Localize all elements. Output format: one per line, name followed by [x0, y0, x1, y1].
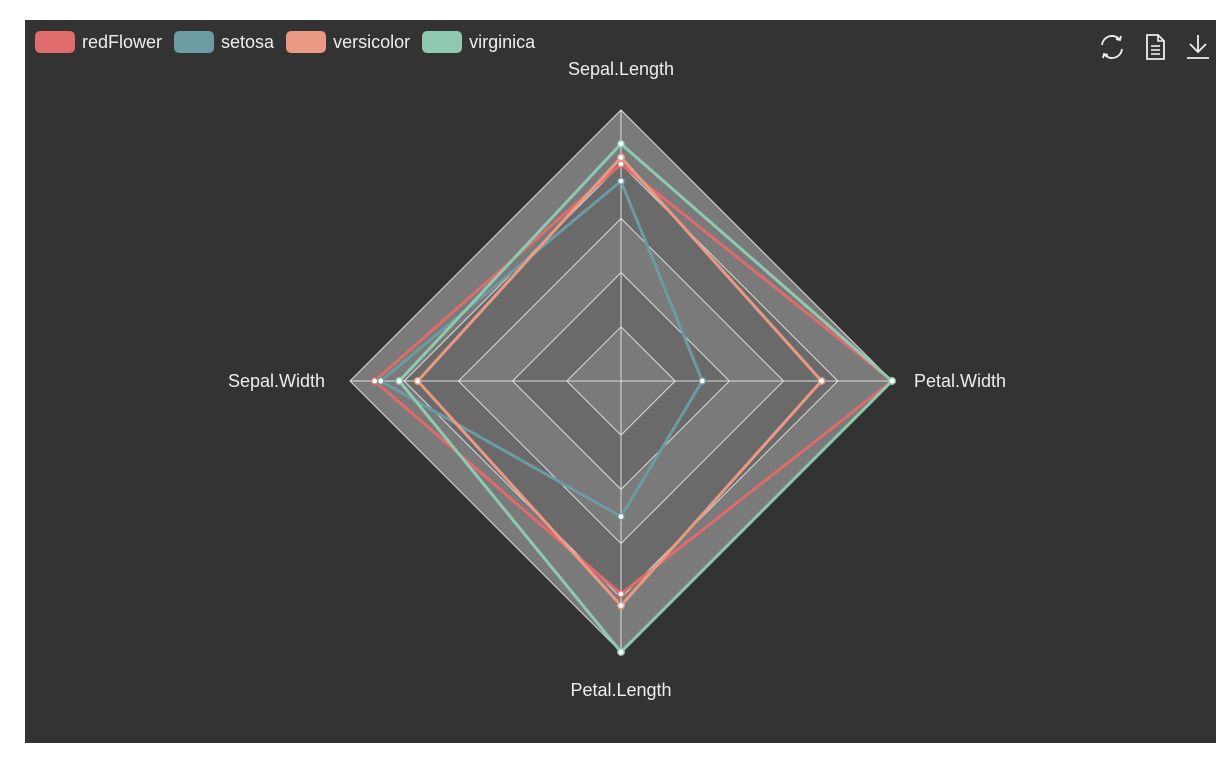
legend-item-redflower[interactable]: redFlower [35, 31, 162, 53]
series-point-setosa-petal-length [617, 512, 625, 521]
axis-label-petal-length: Petal.Length [570, 680, 671, 700]
series-point-versicolor-sepal-width [413, 377, 422, 385]
series-point-virginica-sepal-length [617, 139, 625, 148]
legend-swatch-redflower [35, 31, 75, 53]
axis-label-sepal-width: Sepal.Width [228, 371, 325, 391]
series-point-virginica-petal-length [617, 648, 625, 656]
save-image-button[interactable] [1184, 32, 1212, 62]
chart-panel: Sepal.Length Petal.Width Petal.Length Sepal… [25, 20, 1216, 743]
axis-label-sepal-length: Sepal.Length [568, 59, 674, 79]
series-point-setosa-sepal-width [376, 377, 385, 385]
toolbox [1083, 32, 1212, 62]
legend-item-virginica[interactable]: virginica [422, 31, 535, 53]
axis-label-petal-width: Petal.Width [914, 371, 1006, 391]
download-icon [1187, 35, 1209, 59]
restore-button[interactable] [1098, 32, 1126, 62]
legend-label-setosa: setosa [221, 31, 275, 52]
document-icon [1146, 34, 1165, 60]
legend-label-virginica: virginica [469, 31, 536, 52]
series-point-redflower-petal-length [617, 589, 625, 598]
legend-label-versicolor: versicolor [333, 31, 411, 52]
series-point-versicolor-petal-width [817, 377, 826, 385]
series-point-setosa-sepal-length [617, 177, 625, 186]
series-point-virginica-petal-width [888, 377, 896, 385]
legend-item-versicolor[interactable]: versicolor [286, 31, 410, 53]
data-view-button[interactable] [1141, 32, 1169, 62]
legend-label-redflower: redFlower [82, 31, 163, 52]
series-point-versicolor-sepal-length [617, 153, 625, 162]
legend-swatch-setosa [174, 31, 215, 53]
series-point-versicolor-petal-length [617, 601, 625, 610]
legend-swatch-versicolor [286, 31, 327, 53]
radar-chart: Sepal.Length Petal.Width Petal.Length Sepal… [228, 59, 1006, 700]
legend-item-setosa[interactable]: setosa [174, 31, 274, 53]
legend-swatch-virginica [422, 31, 463, 53]
series-point-virginica-sepal-width [395, 377, 404, 385]
legend: redFlower setosa versicolor virginica [35, 31, 547, 53]
series-point-setosa-petal-width [698, 377, 707, 385]
refresh-icon [1101, 35, 1123, 59]
